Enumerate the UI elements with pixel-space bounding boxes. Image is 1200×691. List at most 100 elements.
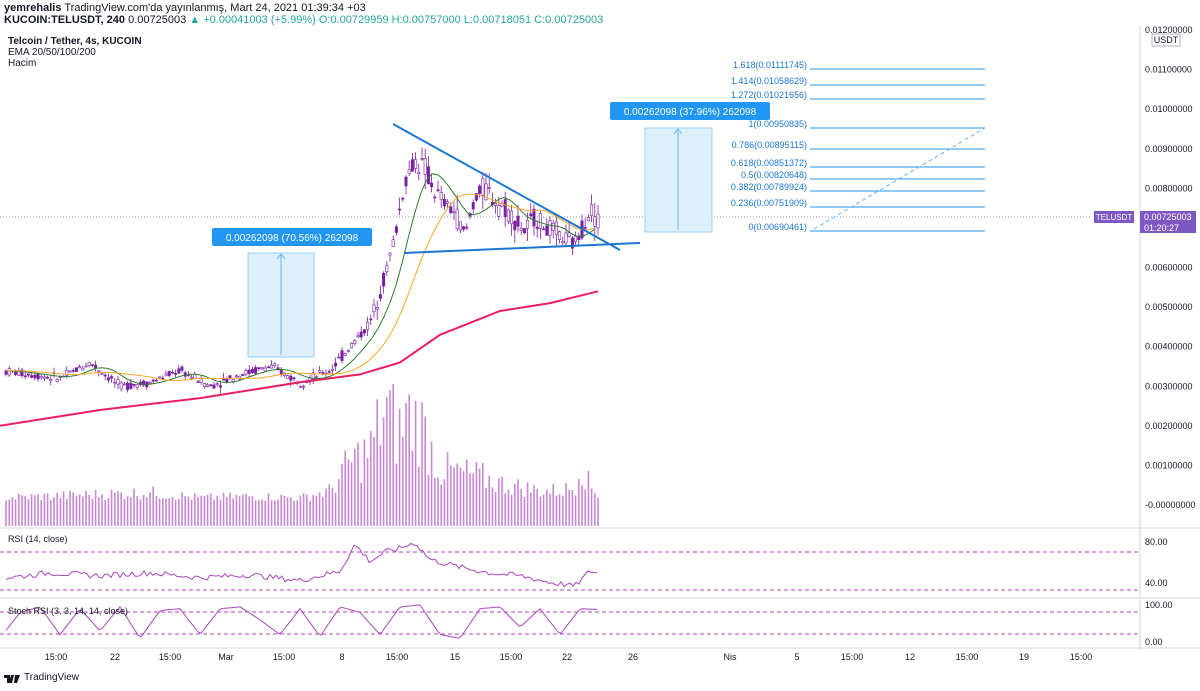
measure-box-2: 0.00262098 (37.96%) 262098: [610, 102, 770, 233]
volume-bar: [587, 470, 590, 526]
legend-ema[interactable]: EMA 20/50/100/200: [8, 47, 96, 58]
volume-bar: [494, 492, 497, 526]
candle-body: [554, 221, 558, 236]
volume-bar: [434, 477, 436, 526]
time-tick: 15: [450, 652, 460, 662]
time-tick: Nis: [724, 652, 737, 662]
candle-body: [193, 373, 197, 380]
legend-volume[interactable]: Hacim: [8, 58, 37, 69]
volume-bar: [555, 495, 558, 526]
volume-bar: [299, 495, 302, 526]
candle-body: [596, 213, 600, 229]
time-tick: 5: [794, 652, 799, 662]
candle-body: [135, 384, 139, 388]
candle-body: [458, 221, 462, 231]
candle-body: [177, 368, 181, 374]
price-axis[interactable]: 0.01200000 0.01100000 0.01000000 0.00900000…: [1145, 26, 1196, 510]
candle-body: [154, 379, 158, 382]
time-axis[interactable]: 15:00 22 15:00 Mar 15:00 8 15:00 15 15:00 22 26 Nis…: [45, 652, 1093, 662]
volume-bar: [283, 495, 286, 526]
candle-body: [68, 370, 72, 373]
volume-bar: [149, 492, 151, 526]
volume-bar: [69, 490, 71, 526]
time-tick: 19: [1019, 652, 1029, 662]
volume-bar: [376, 399, 378, 526]
candle-body: [433, 196, 437, 199]
volume-bar: [290, 497, 292, 526]
volume-bar: [354, 448, 356, 526]
candle-body: [385, 264, 389, 273]
volume-bar: [341, 464, 343, 526]
time-tick: 8: [339, 652, 344, 662]
price-tick: 0.00100000: [1145, 460, 1193, 470]
volume-bar: [315, 495, 318, 526]
candle-body: [273, 363, 277, 366]
publish-info: TradingView.com'da yayınlanmış, Mart 24,…: [61, 2, 366, 14]
volume-bar: [178, 498, 180, 526]
volume-bar: [258, 500, 260, 526]
volume-bar: [459, 467, 462, 526]
volume-bar: [334, 492, 337, 526]
measure-label-2: 0.00262098 (37.96%) 262098: [624, 107, 757, 118]
volume-bar: [190, 499, 193, 526]
volume-bar: [395, 463, 398, 526]
volume-bar: [549, 493, 551, 526]
volume-bar: [552, 484, 554, 526]
price-value: 0.00725003: [128, 14, 187, 26]
volume-bar: [82, 496, 84, 526]
volume-bar: [382, 417, 385, 526]
footer-brand[interactable]: TradingView: [4, 672, 79, 683]
volume-bar: [485, 487, 487, 526]
time-tick: 15:00: [45, 652, 68, 662]
volume-bar: [213, 499, 215, 526]
volume-bar: [261, 499, 263, 526]
volume-bar: [210, 493, 212, 526]
candle-body: [439, 191, 443, 200]
candle-body: [330, 368, 334, 371]
candle-body: [142, 380, 146, 386]
volume-bar: [229, 492, 231, 526]
volume-bar: [286, 497, 289, 526]
volume-bar: [491, 487, 494, 526]
volume-bar: [520, 488, 522, 526]
price-chart[interactable]: 0.00262098 (70.56%) 262098 0.00262098 (3…: [0, 26, 1200, 671]
rsi-line: [5, 542, 598, 588]
candle-body: [516, 215, 520, 227]
candle-body: [420, 158, 424, 160]
volume-bar: [322, 496, 324, 526]
volume-bar: [296, 500, 298, 526]
volume-bar: [72, 492, 74, 526]
candle-body: [426, 166, 430, 185]
measure-label-1: 0.00262098 (70.56%) 262098: [226, 233, 359, 244]
volume-bar: [565, 482, 567, 526]
volume-bar: [203, 496, 206, 526]
candle-body: [356, 334, 360, 337]
volume-bar: [309, 500, 311, 526]
volume-bar: [437, 477, 439, 526]
currency-label[interactable]: USDT: [1154, 35, 1179, 45]
candle-body: [593, 216, 597, 227]
candle-body: [46, 376, 50, 379]
volume-bar: [181, 492, 183, 526]
volume-bar: [475, 461, 478, 526]
last-price-value: 0.00725003: [1144, 212, 1192, 222]
author-name[interactable]: yemrehalis: [4, 2, 62, 14]
time-tick: 15:00: [159, 652, 182, 662]
volume-bar: [398, 408, 401, 526]
price-tick: 0.00400000: [1145, 342, 1193, 352]
candle-body: [449, 206, 453, 214]
candle-body: [388, 252, 392, 256]
time-tick: 22: [110, 652, 120, 662]
candle-body: [410, 159, 414, 172]
candle-body: [49, 379, 53, 381]
volume-bar: [238, 495, 241, 526]
candle-body: [529, 213, 533, 216]
candle-body: [36, 373, 40, 380]
candle-body: [391, 239, 395, 248]
candle-body: [404, 176, 408, 187]
volume-bar: [328, 484, 330, 526]
candle-body: [494, 202, 498, 206]
price-tick: 0.00800000: [1145, 183, 1193, 193]
candle-body: [481, 178, 485, 196]
candle-body: [394, 226, 398, 233]
